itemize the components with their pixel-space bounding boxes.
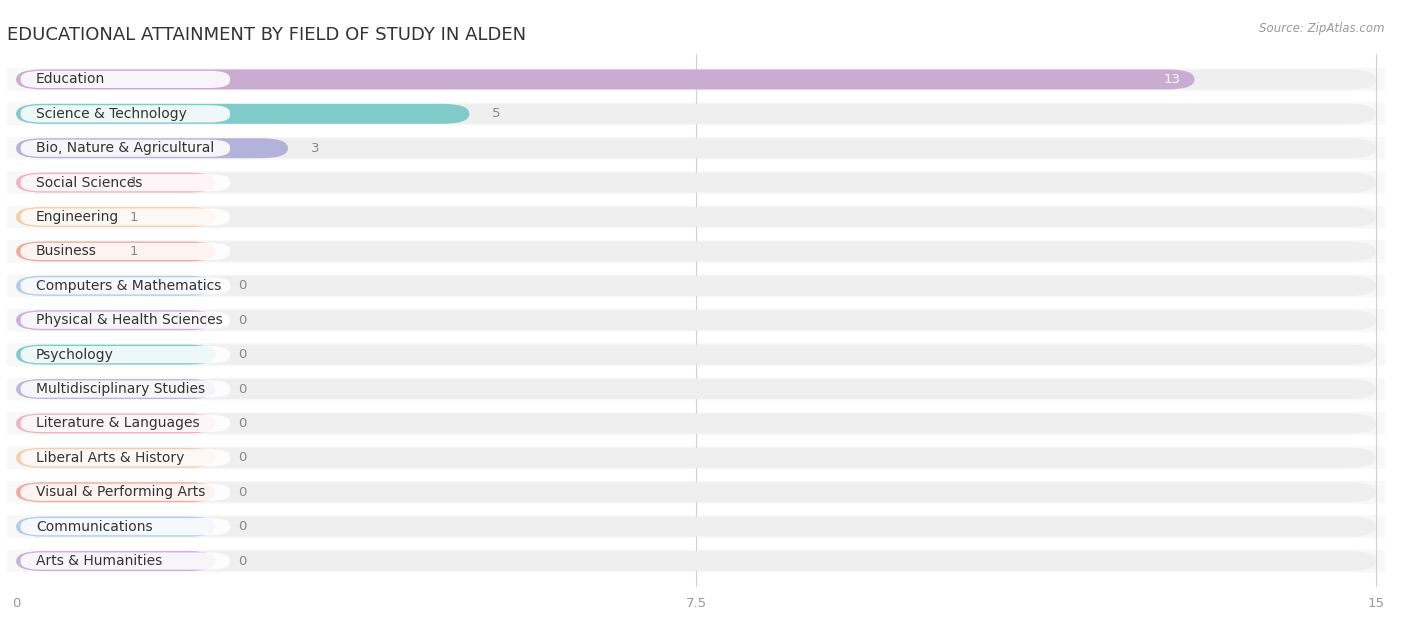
Text: 0: 0 — [238, 417, 246, 430]
Text: 5: 5 — [492, 107, 501, 121]
FancyBboxPatch shape — [21, 243, 231, 260]
FancyBboxPatch shape — [0, 516, 1403, 538]
FancyBboxPatch shape — [15, 482, 1376, 502]
Text: Physical & Health Sciences: Physical & Health Sciences — [37, 313, 222, 327]
Text: Bio, Nature & Agricultural: Bio, Nature & Agricultural — [37, 141, 214, 155]
FancyBboxPatch shape — [15, 413, 215, 433]
FancyBboxPatch shape — [0, 68, 1403, 91]
FancyBboxPatch shape — [0, 102, 1403, 125]
FancyBboxPatch shape — [15, 379, 215, 399]
FancyBboxPatch shape — [21, 415, 231, 432]
Text: Engineering: Engineering — [37, 210, 120, 224]
FancyBboxPatch shape — [21, 518, 231, 535]
FancyBboxPatch shape — [15, 173, 215, 192]
FancyBboxPatch shape — [15, 517, 215, 536]
Text: 0: 0 — [238, 280, 246, 292]
Text: Education: Education — [37, 73, 105, 86]
Text: Literature & Languages: Literature & Languages — [37, 416, 200, 430]
Text: Science & Technology: Science & Technology — [37, 107, 187, 121]
Text: Social Sciences: Social Sciences — [37, 175, 142, 190]
Text: 0: 0 — [238, 314, 246, 327]
FancyBboxPatch shape — [15, 551, 215, 571]
Text: 13: 13 — [1164, 73, 1181, 86]
FancyBboxPatch shape — [21, 71, 231, 88]
FancyBboxPatch shape — [15, 104, 470, 124]
FancyBboxPatch shape — [21, 105, 231, 122]
Text: 0: 0 — [238, 555, 246, 567]
FancyBboxPatch shape — [15, 276, 1376, 296]
Text: 1: 1 — [129, 176, 138, 189]
Text: 0: 0 — [238, 382, 246, 396]
FancyBboxPatch shape — [0, 274, 1403, 297]
FancyBboxPatch shape — [15, 242, 1376, 261]
FancyBboxPatch shape — [21, 552, 231, 570]
Text: 0: 0 — [238, 348, 246, 361]
FancyBboxPatch shape — [15, 69, 1376, 90]
FancyBboxPatch shape — [21, 449, 231, 466]
FancyBboxPatch shape — [21, 380, 231, 398]
FancyBboxPatch shape — [21, 346, 231, 363]
FancyBboxPatch shape — [15, 482, 215, 502]
Text: 0: 0 — [238, 486, 246, 498]
FancyBboxPatch shape — [15, 242, 215, 261]
FancyBboxPatch shape — [15, 345, 215, 365]
FancyBboxPatch shape — [0, 378, 1403, 401]
FancyBboxPatch shape — [21, 483, 231, 501]
Text: 1: 1 — [129, 245, 138, 258]
FancyBboxPatch shape — [0, 550, 1403, 572]
FancyBboxPatch shape — [0, 412, 1403, 435]
FancyBboxPatch shape — [15, 413, 1376, 433]
Text: Multidisciplinary Studies: Multidisciplinary Studies — [37, 382, 205, 396]
FancyBboxPatch shape — [15, 173, 1376, 192]
FancyBboxPatch shape — [0, 343, 1403, 366]
FancyBboxPatch shape — [15, 448, 1376, 468]
FancyBboxPatch shape — [15, 69, 1195, 90]
FancyBboxPatch shape — [0, 447, 1403, 469]
FancyBboxPatch shape — [21, 277, 231, 295]
Text: Business: Business — [37, 244, 97, 259]
FancyBboxPatch shape — [21, 208, 231, 226]
FancyBboxPatch shape — [15, 207, 1376, 227]
FancyBboxPatch shape — [15, 138, 1376, 158]
FancyBboxPatch shape — [0, 481, 1403, 504]
Text: Source: ZipAtlas.com: Source: ZipAtlas.com — [1260, 22, 1385, 35]
FancyBboxPatch shape — [0, 137, 1403, 160]
Text: Computers & Mathematics: Computers & Mathematics — [37, 279, 221, 293]
FancyBboxPatch shape — [21, 312, 231, 329]
Text: 0: 0 — [238, 520, 246, 533]
FancyBboxPatch shape — [15, 517, 1376, 536]
FancyBboxPatch shape — [15, 207, 215, 227]
Text: Psychology: Psychology — [37, 348, 114, 362]
Text: 3: 3 — [311, 142, 319, 155]
FancyBboxPatch shape — [15, 379, 1376, 399]
Text: Liberal Arts & History: Liberal Arts & History — [37, 451, 184, 465]
Text: 1: 1 — [129, 211, 138, 223]
FancyBboxPatch shape — [15, 276, 215, 296]
FancyBboxPatch shape — [0, 171, 1403, 194]
FancyBboxPatch shape — [15, 448, 215, 468]
FancyBboxPatch shape — [0, 240, 1403, 262]
Text: Visual & Performing Arts: Visual & Performing Arts — [37, 485, 205, 499]
Text: Communications: Communications — [37, 520, 153, 534]
FancyBboxPatch shape — [15, 551, 1376, 571]
FancyBboxPatch shape — [21, 174, 231, 191]
FancyBboxPatch shape — [15, 104, 1376, 124]
FancyBboxPatch shape — [21, 139, 231, 157]
FancyBboxPatch shape — [15, 310, 1376, 330]
FancyBboxPatch shape — [15, 138, 288, 158]
FancyBboxPatch shape — [0, 309, 1403, 331]
Text: EDUCATIONAL ATTAINMENT BY FIELD OF STUDY IN ALDEN: EDUCATIONAL ATTAINMENT BY FIELD OF STUDY… — [7, 26, 526, 44]
FancyBboxPatch shape — [15, 310, 215, 330]
FancyBboxPatch shape — [15, 345, 1376, 365]
Text: 0: 0 — [238, 451, 246, 464]
FancyBboxPatch shape — [0, 206, 1403, 228]
Text: Arts & Humanities: Arts & Humanities — [37, 554, 162, 568]
